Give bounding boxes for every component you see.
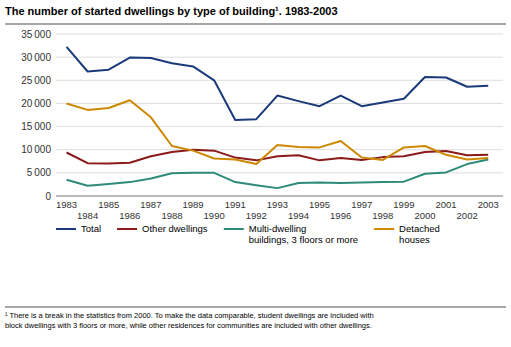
series-line — [67, 100, 489, 164]
legend-swatch — [224, 228, 244, 230]
legend: Total Other dwellings Multi-dwellingbuildi… — [56, 223, 440, 245]
legend-label: Detachedhouses — [399, 223, 440, 245]
lines — [67, 47, 489, 188]
x-axis: 1983198419851986198719881989199019911992… — [56, 199, 499, 221]
x-tick-label: 2002 — [457, 210, 478, 221]
legend-item: Multi-dwellingbuildings, 3 floors or mor… — [224, 223, 358, 245]
grid-line — [56, 196, 503, 197]
x-tick-label: 1997 — [351, 199, 372, 210]
legend-label: Multi-dwellingbuildings, 3 floors or mor… — [249, 223, 358, 245]
legend-label: Total — [81, 223, 101, 234]
x-tick-label: 1999 — [393, 199, 414, 210]
x-tick-label: 1998 — [372, 210, 393, 221]
series-line — [67, 159, 489, 188]
grid-line — [56, 126, 503, 127]
x-tick-label: 1994 — [288, 210, 309, 221]
title: The number of started dwellings by type … — [5, 5, 338, 17]
x-tick-label: 1985 — [98, 199, 119, 210]
x-tick-label: 1996 — [330, 210, 351, 221]
legend-label: Other dwellings — [142, 223, 208, 234]
footnote: ¹ There is a break in the statistics fro… — [5, 311, 374, 320]
title-rule — [5, 24, 506, 25]
y-tick-label: 5 000 — [27, 167, 52, 178]
grid-line — [56, 80, 503, 81]
y-tick-label: 10 000 — [21, 144, 51, 155]
legend-item: Total — [56, 223, 101, 234]
y-tick-label: 20 000 — [21, 98, 51, 109]
x-tick-label: 1988 — [161, 210, 182, 221]
series-line — [67, 150, 489, 164]
x-tick-label: 1986 — [119, 210, 140, 221]
y-tick-label: 30 000 — [21, 52, 51, 63]
y-tick-label: 25 000 — [21, 75, 51, 86]
y-tick-label: 0 — [45, 191, 51, 202]
x-tick-label: 2000 — [414, 210, 435, 221]
x-tick-label: 1995 — [309, 199, 330, 210]
x-tick-label: 1983 — [56, 199, 77, 210]
legend-item: Other dwellings — [117, 223, 208, 234]
legend-item: Detachedhouses — [374, 223, 440, 245]
x-tick-label: 1991 — [225, 199, 246, 210]
legend-swatch — [56, 228, 76, 230]
x-tick-label: 1990 — [204, 210, 225, 221]
y-tick-label: 35 000 — [21, 29, 51, 40]
x-tick-label: 1984 — [77, 210, 98, 221]
chart: The number of started dwellings by type … — [0, 0, 511, 347]
x-tick-label: 2001 — [436, 199, 457, 210]
footnote: block dwellings with 3 floors or more, w… — [5, 321, 372, 330]
x-tick-label: 1987 — [140, 199, 161, 210]
series-line — [67, 47, 489, 120]
grid-line — [56, 57, 503, 58]
x-axis-line — [56, 196, 503, 197]
y-tick-label: 15 000 — [21, 121, 51, 132]
grid-line — [56, 34, 503, 35]
x-tick-label: 1992 — [246, 210, 267, 221]
x-tick-label: 2003 — [478, 199, 499, 210]
y-axis: 0 5 000 10 000 15 000 20 000 25 000 30 000 35 0… — [21, 29, 503, 202]
x-tick-label: 1989 — [182, 199, 203, 210]
legend-swatch — [117, 228, 137, 230]
x-tick-label: 1993 — [267, 199, 288, 210]
footnote-rule — [5, 307, 506, 308]
legend-swatch — [374, 228, 394, 230]
